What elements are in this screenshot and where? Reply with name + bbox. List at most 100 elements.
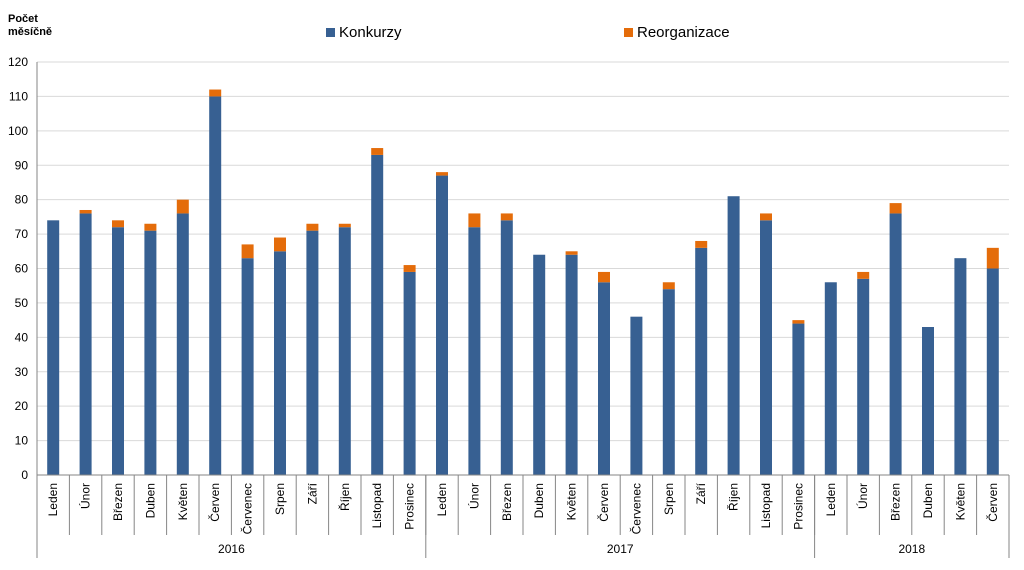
legend-swatch-konkurzy: [326, 28, 335, 37]
bar-reorganizace: [403, 265, 416, 272]
bar-konkurzy: [922, 327, 934, 475]
x-tick-label: Říjen: [726, 483, 741, 511]
x-tick-label: Květen: [953, 483, 967, 520]
bar-konkurzy: [176, 213, 189, 475]
x-tick-label: Srpen: [662, 483, 676, 515]
bar-konkurzy: [436, 175, 448, 475]
y-tick-label: 120: [8, 55, 28, 69]
x-tick-label: Únor: [78, 483, 93, 509]
y-axis-label: Počet měsíčně: [8, 13, 53, 38]
y-tick-label: 90: [15, 158, 29, 172]
bar-reorganizace: [436, 172, 448, 176]
year-label: 2018: [898, 542, 925, 556]
x-tick-label: Říjen: [337, 483, 352, 511]
bar-konkurzy: [468, 227, 481, 475]
legend-label-reorganizace: Reorganizace: [637, 24, 730, 41]
bar-konkurzy: [112, 227, 124, 475]
x-tick-label: Duben: [143, 483, 157, 518]
bar-reorganizace: [565, 251, 578, 255]
bar-konkurzy: [824, 282, 837, 475]
year-label: 2016: [218, 542, 245, 556]
bar-reorganizace: [695, 240, 708, 248]
x-tick-label: Duben: [921, 483, 935, 518]
y-tick-label: 50: [15, 296, 29, 310]
bar-reorganizace: [176, 199, 189, 214]
y-tick-label: 20: [15, 399, 29, 413]
x-tick-label: Červenec: [240, 483, 255, 534]
bar-konkurzy: [338, 227, 351, 475]
x-tick-label: Únor: [466, 483, 481, 509]
bar-konkurzy: [274, 251, 286, 475]
x-tick-label: Srpen: [273, 483, 287, 515]
bar-konkurzy: [306, 230, 319, 475]
bar-reorganizace: [79, 209, 92, 214]
bar-konkurzy: [403, 271, 416, 475]
bar-konkurzy: [792, 323, 805, 475]
x-tick-label: Červen: [596, 483, 611, 522]
bar-reorganizace: [662, 282, 675, 290]
bar-reorganizace: [112, 220, 124, 228]
bar-konkurzy: [533, 254, 546, 475]
x-tick-label: Červen: [207, 483, 222, 522]
y-tick-label: 100: [8, 124, 28, 138]
bar-reorganizace: [209, 89, 222, 97]
bar-reorganizace: [144, 223, 157, 231]
x-tick-label: Listopad: [759, 483, 773, 528]
x-tick-label: Březen: [500, 483, 514, 521]
bar-konkurzy: [500, 220, 513, 475]
bar-reorganizace: [241, 244, 254, 259]
x-tick-label: Prosinec: [403, 483, 417, 530]
bar-reorganizace: [889, 203, 902, 214]
x-tick-label: Leden: [46, 483, 60, 516]
y-tick-label: 70: [15, 227, 29, 241]
bar-konkurzy: [209, 96, 222, 476]
bar-konkurzy: [889, 213, 902, 475]
bar-konkurzy: [630, 316, 643, 475]
x-tick-label: Únor: [855, 483, 870, 509]
bar-reorganizace: [468, 213, 481, 228]
bar-konkurzy: [986, 268, 999, 475]
x-tick-label: Září: [694, 482, 708, 504]
bar-konkurzy: [695, 247, 708, 475]
bar-reorganizace: [371, 148, 384, 155]
y-tick-label: 30: [15, 365, 29, 379]
x-tick-label: Září: [305, 482, 319, 504]
y-tick-label: 40: [15, 330, 29, 344]
bar-konkurzy: [954, 258, 967, 475]
x-tick-label: Leden: [824, 483, 838, 516]
x-tick-label: Červenec: [628, 483, 643, 534]
x-tick-label: Březen: [111, 483, 125, 521]
bar-konkurzy: [371, 154, 384, 476]
bar-reorganizace: [598, 271, 610, 283]
bar-konkurzy: [47, 220, 60, 475]
bar-konkurzy: [857, 278, 870, 475]
bar-reorganizace: [338, 223, 351, 228]
legend-item-konkurzy: Konkurzy: [326, 24, 402, 41]
bar-reorganizace: [274, 237, 286, 252]
x-tick-label: Květen: [565, 483, 579, 520]
bar-konkurzy: [144, 230, 157, 475]
x-tick-label: Červen: [985, 483, 1000, 522]
bar-konkurzy: [727, 196, 740, 475]
bar-reorganizace: [500, 213, 513, 221]
y-tick-label: 10: [15, 434, 29, 448]
x-tick-label: Listopad: [370, 483, 384, 528]
legend-item-reorganizace: Reorganizace: [624, 24, 730, 41]
x-tick-label: Březen: [889, 483, 903, 521]
bar-konkurzy: [565, 254, 578, 475]
x-tick-label: Prosinec: [791, 483, 805, 530]
bar-reorganizace: [792, 320, 805, 324]
bar-reorganizace: [760, 213, 772, 221]
legend-label-konkurzy: Konkurzy: [339, 24, 402, 41]
y-tick-label: 60: [15, 262, 29, 276]
x-tick-label: Květen: [176, 483, 190, 520]
bar-konkurzy: [241, 258, 254, 475]
bar-konkurzy: [598, 282, 610, 475]
bar-konkurzy: [760, 220, 772, 475]
bar-konkurzy: [662, 289, 675, 475]
bar-reorganizace: [986, 247, 999, 269]
x-tick-label: Duben: [532, 483, 546, 518]
legend-swatch-reorganizace: [624, 28, 633, 37]
bar-konkurzy: [79, 213, 92, 475]
